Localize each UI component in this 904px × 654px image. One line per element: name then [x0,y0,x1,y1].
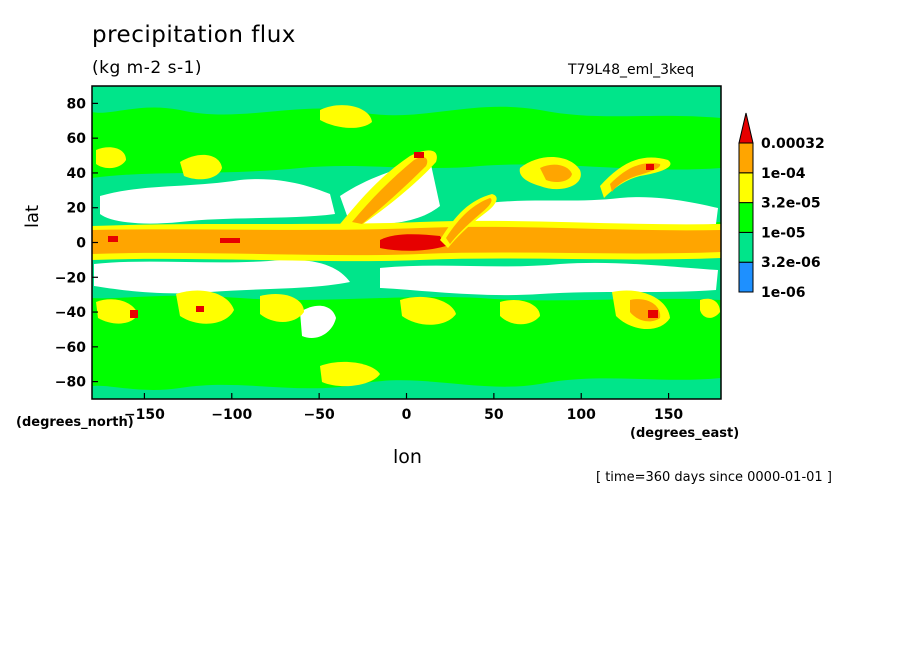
region-orange-band-2 [446,198,492,244]
region-red-itcz-2 [220,238,240,243]
region-red-dot-2 [646,164,654,170]
colorbar-swatch [738,142,754,174]
colorbar-label: 3.2e-06 [761,255,821,271]
y-tick-label: −60 [55,340,86,356]
colorbar-swatch [738,231,754,263]
region-yellow-blob-s2 [176,290,234,324]
region-cyan-north [92,86,721,118]
region-yellow-blob-s4 [400,296,456,325]
region-white-south-1 [94,259,350,294]
region-white-south-3 [300,305,336,338]
colorbar-label: 1e-05 [761,225,806,241]
experiment-label: T79L48_eml_3keq [568,62,695,78]
y-tick-label: 60 [67,131,87,147]
y-tick-label: −40 [55,305,86,321]
region-yellow-blob-n3 [96,147,126,169]
region-orange-band-3 [610,162,661,192]
x-axis-units: (degrees_east) [630,426,740,441]
x-axis-ticks: −150 −100 −50 0 50 100 150 [124,393,683,423]
y-tick-label: 40 [67,166,87,182]
colorbar-label: 0.00032 [761,136,825,152]
region-yellow-blob-s5 [500,299,540,325]
region-yellow-blob-s7 [700,298,720,318]
y-tick-label: 20 [67,201,87,217]
region-yellow-blob-s8 [320,361,380,387]
chart-title: precipitation flux [92,22,296,48]
chart-units: (kg m-2 s-1) [92,58,203,78]
colorbar-label: 3.2e-05 [761,196,821,212]
time-stamp: [ time=360 days since 0000-01-01 ] [596,470,832,485]
y-axis-units: (degrees_north) [16,415,134,430]
y-axis-ticks: −80 −60 −40 −20 0 20 40 60 80 [55,96,98,391]
region-orange-blob-n1 [540,164,572,182]
region-yellow-blob-n2 [180,154,222,180]
x-tick-label: 100 [567,407,596,423]
region-red-dot-4 [648,310,658,318]
region-yellow-blob-s1 [96,299,138,324]
colorbar-top-arrow [738,112,754,144]
colorbar-swatch [738,202,754,233]
region-red-dot-3 [130,310,138,318]
colorbar-swatch [738,172,754,204]
region-yellow-blob-n4 [320,105,372,128]
region-red-itcz-1 [380,234,446,251]
y-tick-label: −80 [55,375,86,391]
colorbar-swatch [738,261,754,293]
region-red-dot-1 [414,152,424,158]
region-yellow-blob-s3 [260,293,304,322]
y-tick-label: −20 [55,270,86,286]
region-red-dot-5 [196,306,204,312]
x-tick-label: 0 [402,407,412,423]
y-tick-label: 0 [76,236,86,252]
y-tick-label: 80 [67,96,87,112]
x-tick-label: −100 [211,407,252,423]
colorbar-label: 1e-04 [761,166,806,182]
region-white-south-2 [380,262,718,296]
region-white-north-1 [100,179,335,224]
region-orange-band-1 [352,157,428,224]
x-axis-label: lon [393,446,422,468]
colorbar-label: 1e-06 [761,285,806,301]
colorbar: 1e-06 3.2e-06 1e-05 3.2e-05 1e-04 0.00032 [738,112,825,301]
x-tick-label: −150 [124,407,165,423]
precipitation-field [92,86,721,399]
x-tick-label: 50 [484,407,504,423]
region-white-north-3 [470,197,718,230]
x-tick-label: −50 [304,407,335,423]
region-cyan-south [92,378,721,399]
region-red-itcz-3 [108,236,118,242]
x-tick-label: 150 [654,407,683,423]
